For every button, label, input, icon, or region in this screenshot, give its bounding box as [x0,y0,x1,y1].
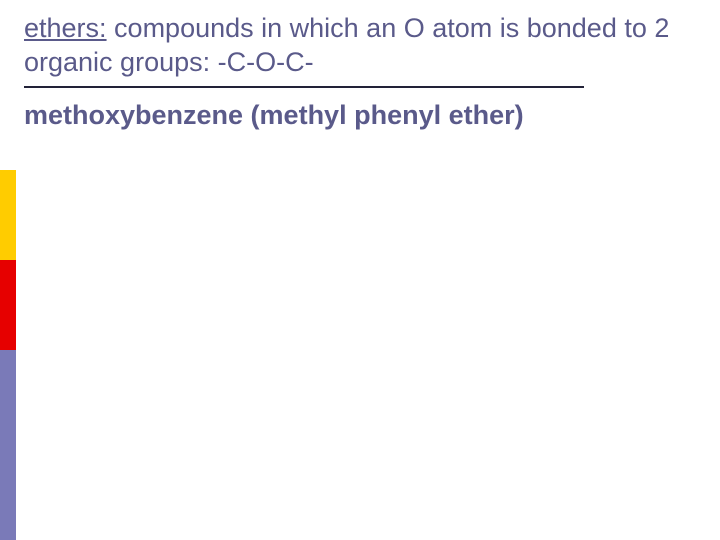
slide-content: ethers: compounds in which an O atom is … [24,12,696,131]
heading: ethers: compounds in which an O atom is … [24,12,696,80]
sidebar-stripe [0,350,16,540]
sidebar-stripe [0,260,16,350]
heading-term: ethers: [24,13,107,43]
sidebar-stripe [0,0,16,170]
sidebar-stripes [0,0,16,540]
sidebar-stripe [0,170,16,260]
heading-rest: compounds in which an O atom is bonded t… [24,13,669,77]
heading-rule [24,86,584,88]
subheading: methoxybenzene (methyl phenyl ether) [24,100,696,131]
